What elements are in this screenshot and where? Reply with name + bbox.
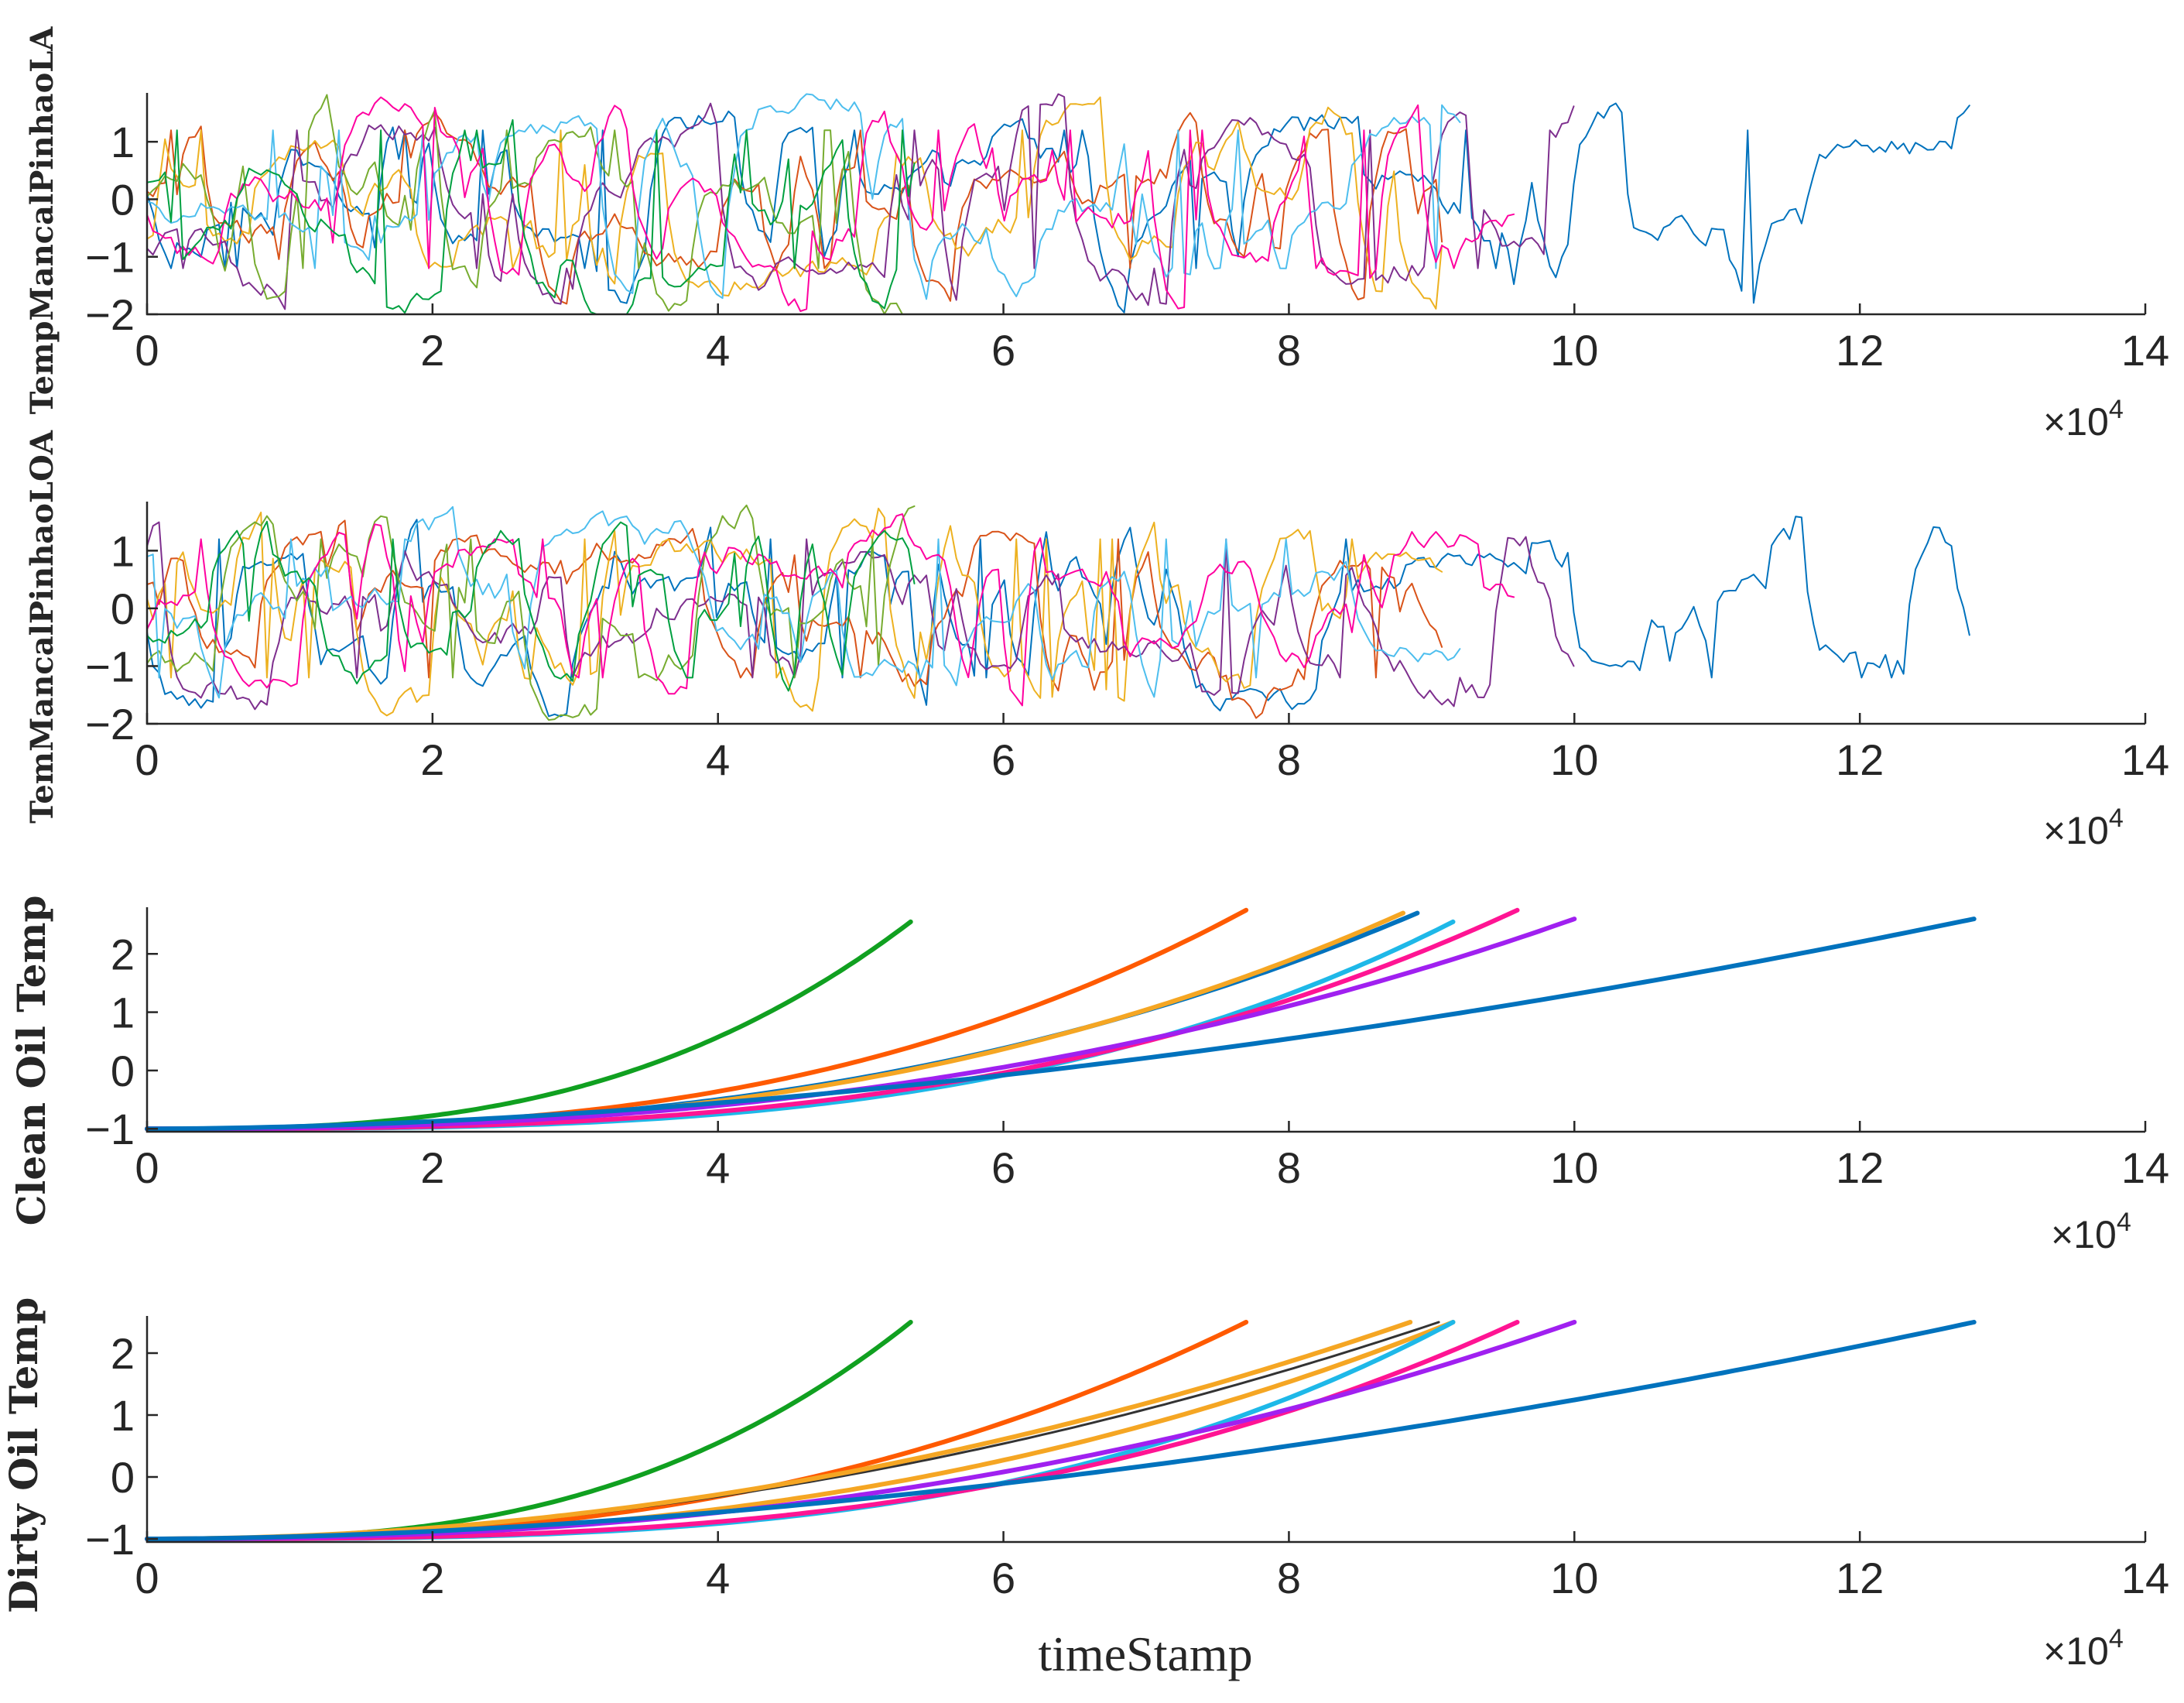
y-tick-label: 1: [111, 118, 135, 166]
x-tick-label: 8: [1277, 1143, 1301, 1192]
series-line-run-4: [146, 93, 1575, 310]
series-line-run-1: [146, 516, 1970, 718]
x-tick-label: 4: [706, 326, 730, 375]
y-tick-label: 1: [111, 989, 135, 1037]
x-tick-label: 14: [2121, 735, 2169, 784]
subplot-1: 0 2 4 6 8 10 12 14−2−101 TempMancalPinhaoLA ×10…: [24, 26, 2169, 444]
x-tick-label: 0: [135, 735, 159, 784]
y-tick-label: 2: [111, 930, 135, 978]
series-line-run-6: [146, 93, 1461, 300]
x-tick-label: 14: [2121, 326, 2169, 375]
series-line-run-blue: [145, 1320, 1977, 1541]
x-tick-label: 4: [706, 1143, 730, 1192]
y-tick-label: 0: [111, 1453, 135, 1502]
x-tick-label: 12: [1836, 326, 1884, 375]
x-tick-label: 10: [1550, 1143, 1598, 1192]
y-tick-label: 0: [111, 175, 135, 224]
series-line-run-4: [146, 521, 1575, 711]
x-tick-label: 12: [1836, 1143, 1884, 1192]
series-line-run-1: [146, 102, 1970, 314]
x-tick-label: 2: [420, 1143, 444, 1192]
subplot-1-axes: [145, 93, 2145, 316]
x-tick-label: 8: [1277, 735, 1301, 784]
subplot-1-ylabel: TempMancalPinhaoLA: [24, 26, 60, 415]
x-tick-label: 2: [420, 1554, 444, 1602]
x-tick-label: 10: [1550, 1554, 1598, 1602]
series-line-run-3: [146, 96, 1443, 310]
x-tick-label: 6: [991, 735, 1015, 784]
subplot-1-ticks: 0 2 4 6 8 10 12 14−2−101: [85, 118, 2169, 375]
x-tick-label: 6: [991, 1143, 1015, 1192]
subplot-2: 0 2 4 6 8 10 12 14−2−101 TemMancalPinhaoLOA ×10…: [24, 430, 2169, 852]
subplot-3-x-multiplier: ×104: [2051, 1208, 2131, 1256]
subplot-2-x-multiplier: ×104: [2043, 804, 2124, 852]
x-tick-label: 6: [991, 326, 1015, 375]
subplot-3-axes: [145, 907, 2145, 1133]
x-tick-label: 8: [1277, 1554, 1301, 1602]
subplot-4-series: [145, 1320, 1977, 1541]
series-line-run-blue: [145, 917, 1977, 1132]
subplot-4-x-multiplier: ×104: [2043, 1624, 2124, 1673]
series-line-run-2: [146, 111, 1443, 305]
x-tick-label: 6: [991, 1554, 1015, 1602]
y-tick-label: −1: [85, 1105, 135, 1153]
series-line-run-7: [146, 96, 1515, 312]
subplot-1-x-multiplier: ×104: [2043, 395, 2124, 444]
series-line-run-8: [146, 520, 916, 692]
y-tick-label: 1: [111, 1391, 135, 1440]
y-tick-label: −1: [85, 642, 135, 690]
subplot-4-ylabel: Dirty Oil Temp: [1, 1297, 46, 1613]
series-line-run-5: [146, 504, 916, 721]
series-line-run-2: [146, 519, 1443, 719]
x-tick-label: 4: [706, 735, 730, 784]
series-line-run-7: [146, 513, 1515, 707]
series-line-run-8: [146, 118, 916, 315]
x-tick-label: 12: [1836, 1554, 1884, 1602]
y-tick-label: −2: [85, 290, 135, 339]
subplot-4-xlabel: timeStamp: [1038, 1626, 1252, 1681]
subplot-2-ylabel: TemMancalPinhaoLOA: [24, 430, 60, 824]
series-line-run-magenta: [145, 907, 1520, 1132]
x-tick-label: 10: [1550, 735, 1598, 784]
series-line-run-orange: [145, 907, 1249, 1132]
series-line-run-5: [146, 94, 916, 315]
x-tick-label: 0: [135, 1143, 159, 1192]
series-line-run-orange: [145, 1320, 1249, 1541]
subplot-3-series: [145, 907, 1977, 1132]
y-tick-label: −2: [85, 700, 135, 749]
y-tick-label: −1: [85, 233, 135, 282]
y-tick-label: 1: [111, 526, 135, 575]
x-tick-label: 14: [2121, 1143, 2169, 1192]
subplot-3-ylabel: Clean Oil Temp: [9, 896, 54, 1226]
series-line-run-6: [146, 505, 1461, 699]
y-tick-label: 0: [111, 1047, 135, 1095]
x-tick-label: 0: [135, 326, 159, 375]
x-tick-label: 10: [1550, 326, 1598, 375]
series-line-run-3: [146, 507, 1443, 717]
subplot-1-series: [146, 93, 1970, 315]
x-tick-label: 14: [2121, 1554, 2169, 1602]
x-tick-label: 2: [420, 735, 444, 784]
subplot-2-ticks: 0 2 4 6 8 10 12 14−2−101: [85, 526, 2169, 784]
x-tick-label: 4: [706, 1554, 730, 1602]
y-tick-label: 2: [111, 1329, 135, 1378]
x-tick-label: 8: [1277, 326, 1301, 375]
subplot-2-series: [146, 504, 1970, 721]
x-tick-label: 12: [1836, 735, 1884, 784]
y-tick-label: 0: [111, 584, 135, 633]
x-tick-label: 0: [135, 1554, 159, 1602]
x-tick-label: 2: [420, 326, 444, 375]
y-tick-label: −1: [85, 1515, 135, 1564]
